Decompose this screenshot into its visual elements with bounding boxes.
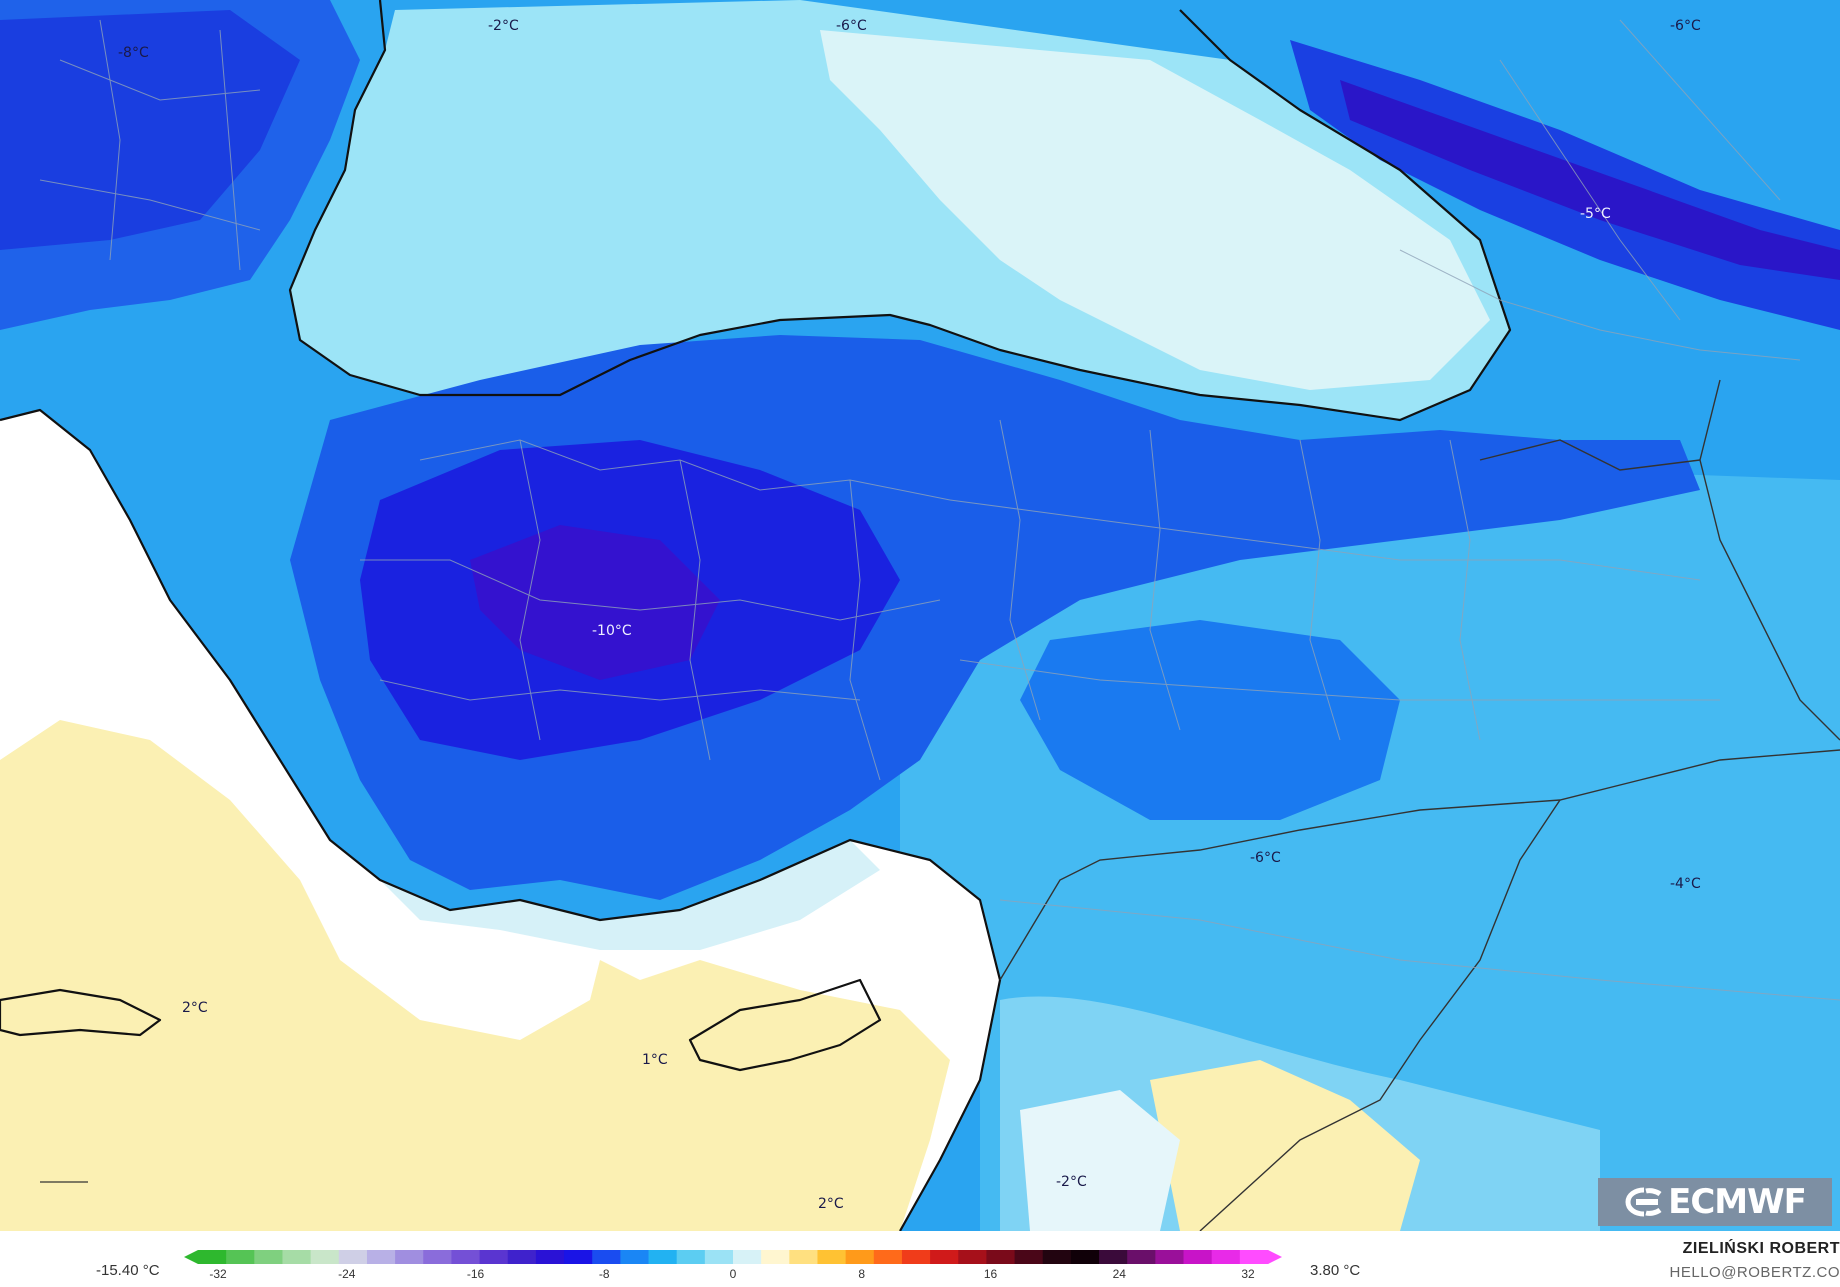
iraq-pale [1150,1060,1420,1231]
temp-label: -2°C [488,18,519,34]
syria-pale [1020,1090,1180,1231]
country-borders [999,379,1840,1231]
temp-label: -8°C [118,45,149,61]
colorbar-segment [1127,1250,1156,1264]
colorbar-segment [620,1250,650,1264]
colorbar-segment [423,1250,452,1264]
colorbar-segment [507,1250,537,1264]
colorbar-segment [1183,1250,1213,1264]
colorbar-segment [310,1250,340,1264]
colorbar-segment [226,1250,255,1264]
colorbar-segment [704,1250,734,1264]
colorbar-tick-label: 32 [1241,1267,1255,1281]
colorbar-segment [282,1250,312,1264]
ecmwf-logo: ECMWF [1598,1178,1832,1226]
colorbar-segment [845,1250,875,1264]
admin-borders [39,19,1840,1001]
colorbar-segment [1211,1250,1241,1264]
temperature-colorbar: -32 -24 -16 -8 0 8 16 24 32 [184,1250,1282,1281]
colorbar-tick-label: 24 [1113,1267,1127,1281]
colorbar-arrow-left [184,1250,198,1264]
caucasus-cold-core [1340,80,1840,280]
anatolia-coldest-core [470,525,720,680]
colorbar-arrow-right [1268,1250,1282,1264]
coastlines [0,0,1512,1231]
colorbar-segment [1239,1250,1269,1264]
colorbar-segment [1155,1250,1185,1264]
colorbar-segment [1042,1250,1072,1264]
colorbar-segment [479,1250,509,1264]
colorbar-segment [986,1250,1016,1264]
colorbar-segment [1014,1250,1044,1264]
east-anatolia-cold [1020,620,1400,820]
colorbar-segment [930,1250,959,1264]
coastal-pale-band [380,840,880,950]
legend-max-value: 3.80 °C [1310,1262,1361,1279]
temp-label: -6°C [1670,18,1701,34]
colorbar-segment [901,1250,931,1264]
mediterranean-warm [0,720,950,1231]
temperature-map: -8°C -2°C -6°C -6°C -5°C -10°C -6°C -4°C… [0,0,1840,1231]
temp-label: -6°C [1250,850,1281,866]
ecmwf-logo-text: ECMWF [1668,1182,1807,1222]
colorbar-segment [873,1250,903,1264]
temp-label: 1°C [642,1052,668,1068]
temp-label: -5°C [1580,206,1611,222]
temp-label: 2°C [818,1196,844,1212]
colorbar-segment [338,1250,368,1264]
temp-label: 2°C [182,1000,208,1016]
colorbar-segment [1070,1250,1100,1264]
colorbar-segment [733,1250,762,1264]
colorbar-segment [676,1250,706,1264]
colorbar-segment [395,1250,424,1264]
balkans-cold-core [0,10,300,250]
author-credit: ZIELIŃSKI ROBERT [1682,1240,1840,1257]
colorbar-tick-label: -32 [209,1267,227,1281]
temp-label: -6°C [836,18,867,34]
colorbar-segment [366,1250,396,1264]
colorbar-tick-label: -8 [599,1267,610,1281]
colorbar-segment [648,1250,678,1264]
colorbar-segment [198,1250,227,1264]
colorbar-segment [958,1250,987,1264]
colorbar-segment [761,1250,790,1264]
author-email: HELLO@ROBERTZ.CO [1669,1264,1840,1281]
colorbar-tick-label: 0 [730,1267,737,1281]
colorbar-segment [564,1250,593,1264]
colorbar-segment [817,1250,847,1264]
temp-label: -4°C [1670,876,1701,892]
colorbar-tick-label: 16 [984,1267,998,1281]
colorbar-segment [535,1250,565,1264]
colorbar-tick-label: 8 [858,1267,865,1281]
colorbar-segment [254,1250,283,1264]
temp-label: -2°C [1056,1174,1087,1190]
colorbar-segment [1099,1250,1128,1264]
colorbar-tick-label: -24 [338,1267,356,1281]
temp-label: -10°C [592,623,632,639]
colorbar-segment [451,1250,481,1264]
colorbar-segment [592,1250,621,1264]
colorbar-tick-label: -16 [467,1267,485,1281]
legend-min-value: -15.40 °C [96,1262,160,1279]
black-sea-warm-patch [820,30,1490,390]
colorbar-segment [789,1250,818,1264]
ecmwf-logo-icon [1625,1187,1662,1217]
